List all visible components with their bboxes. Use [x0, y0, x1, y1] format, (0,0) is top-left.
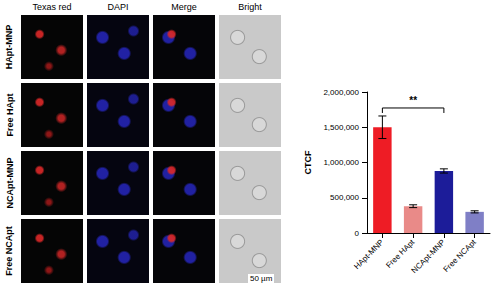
- svg-text:HApt-MNP: HApt-MNP: [352, 238, 385, 271]
- svg-text:1,000,000: 1,000,000: [323, 158, 359, 167]
- html-text:NCApt-MNP: NCApt-MNP: [4, 157, 14, 209]
- html-text:Free NCApt: Free NCApt: [4, 226, 14, 276]
- svg-text:CTCF: CTCF: [303, 150, 313, 174]
- html-text:Texas red: Texas red: [32, 2, 72, 12]
- html-text:HApt-MNP: HApt-MNP: [4, 24, 14, 70]
- svg-text:1,500,000: 1,500,000: [323, 123, 359, 132]
- svg-text:500,000: 500,000: [330, 193, 359, 202]
- svg-text:NCApt-MNP: NCApt-MNP: [410, 238, 447, 275]
- svg-text:2,000,000: 2,000,000: [323, 88, 359, 97]
- html-text:Free HApt: Free HApt: [4, 93, 14, 137]
- svg-text:0: 0: [355, 229, 360, 238]
- html-text:Bright: Bright: [238, 2, 262, 12]
- svg-text:Free NCApt: Free NCApt: [442, 237, 479, 274]
- html-text:50 µm: 50 µm: [250, 274, 273, 283]
- svg-text:Free HApt: Free HApt: [384, 237, 417, 270]
- html-text:DAPI: DAPI: [107, 2, 129, 12]
- html-text:Merge: Merge: [171, 2, 197, 12]
- svg-text:**: **: [409, 95, 417, 106]
